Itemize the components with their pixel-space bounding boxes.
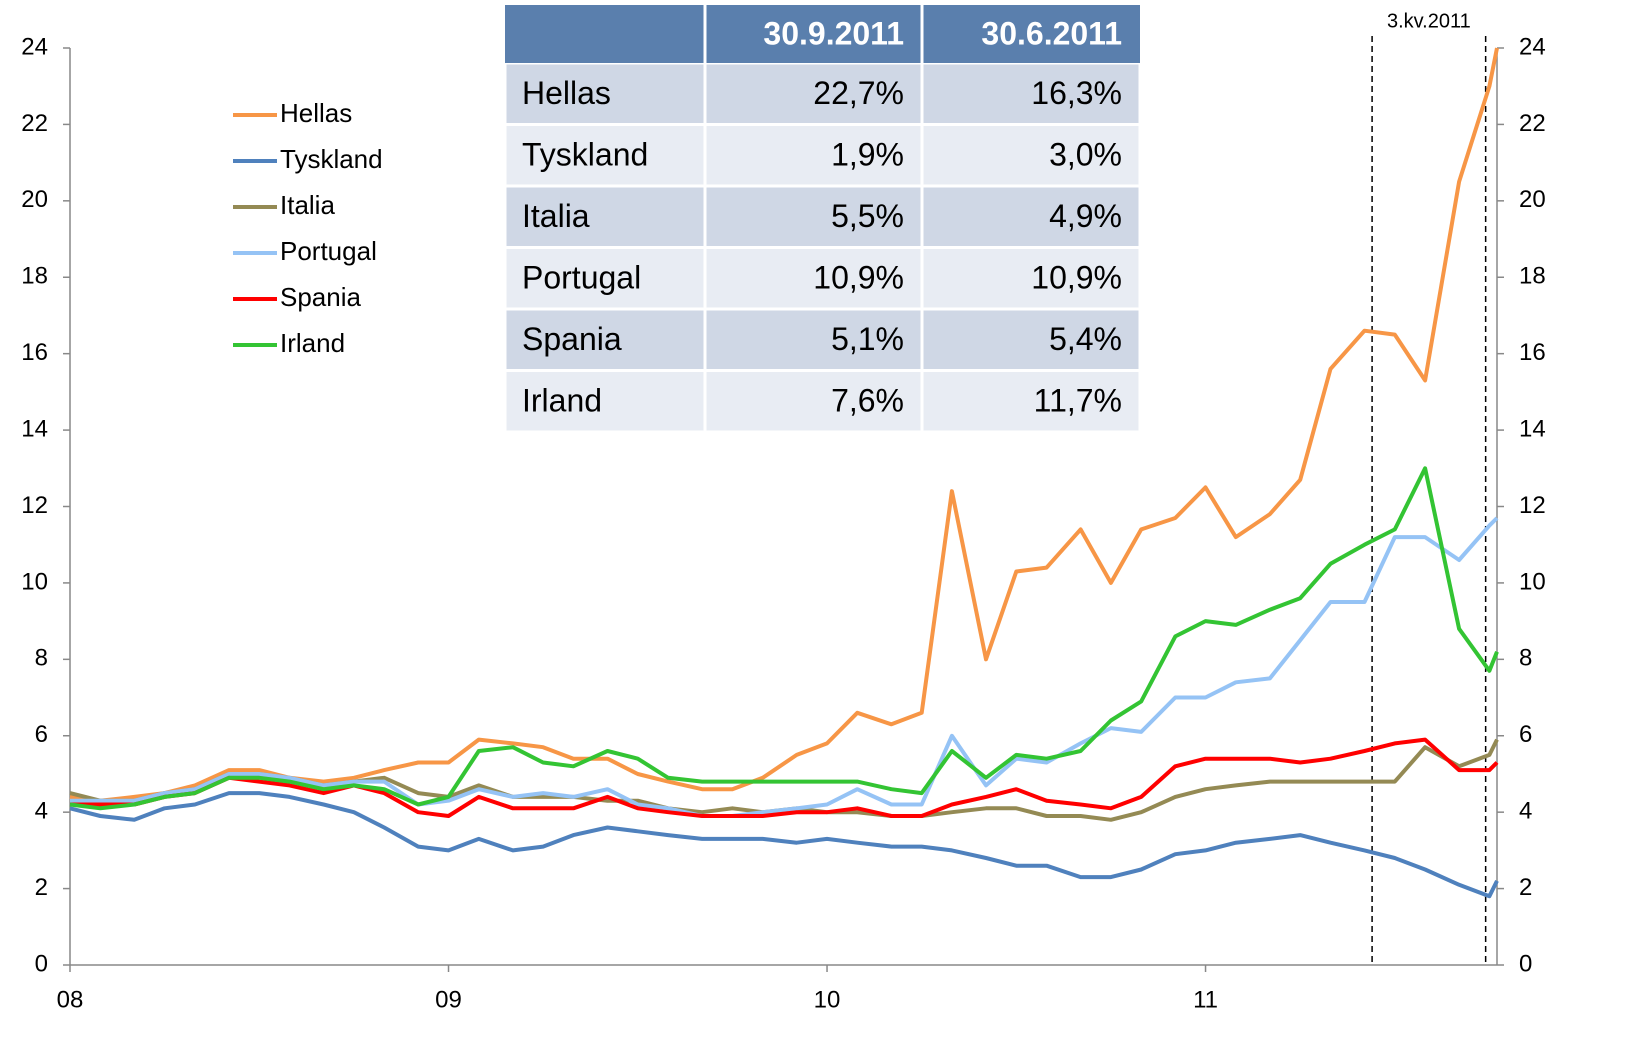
y2-tick-label: 16 xyxy=(1519,339,1546,366)
y2-tick-label: 14 xyxy=(1519,415,1546,442)
series-line xyxy=(70,737,1499,818)
y2-tick-label: 4 xyxy=(1519,798,1532,825)
y-tick-label: 10 xyxy=(21,568,48,595)
table-cell xyxy=(506,187,704,246)
legend-label: Tyskland xyxy=(280,144,383,174)
y-tick-label: 0 xyxy=(35,950,48,977)
table-value: 10,9% xyxy=(1031,260,1122,296)
legend-label: Portugal xyxy=(280,236,377,266)
table-cell xyxy=(706,64,921,123)
legend-label: Irland xyxy=(280,328,345,358)
table-row-label: Hellas xyxy=(522,75,611,111)
y2-tick-label: 12 xyxy=(1519,492,1546,519)
table-row-label: Tyskland xyxy=(522,137,648,173)
y-tick-label: 14 xyxy=(21,415,48,442)
y-tick-label: 4 xyxy=(35,798,48,825)
series-line xyxy=(70,516,1499,818)
y-tick-label: 18 xyxy=(21,263,48,290)
y2-tick-label: 18 xyxy=(1519,263,1546,290)
series-line xyxy=(69,466,1499,811)
table-cell xyxy=(706,249,921,308)
table-row-label: Irland xyxy=(522,383,602,419)
legend-label: Spania xyxy=(280,282,361,312)
series-line xyxy=(69,791,1499,899)
y-tick-label: 24 xyxy=(21,33,48,60)
table-cell xyxy=(506,249,704,308)
y2-tick-label: 6 xyxy=(1519,721,1532,748)
table-cell xyxy=(706,310,921,369)
x-tick-label: 11 xyxy=(1193,986,1218,1013)
y2-tick-label: 2 xyxy=(1519,874,1532,901)
table-value: 4,9% xyxy=(1049,198,1122,234)
x-tick-label: 08 xyxy=(57,986,84,1013)
table-value: 5,5% xyxy=(831,198,904,234)
table-value: 1,9% xyxy=(831,137,904,173)
y-tick-label: 6 xyxy=(35,721,48,748)
table-header: 30.6.2011 xyxy=(981,15,1122,51)
table-cell xyxy=(506,126,704,185)
table-cell xyxy=(706,126,921,185)
y-tick-label: 20 xyxy=(21,186,48,213)
table-row-label: Spania xyxy=(522,321,622,357)
table-row-label: Italia xyxy=(522,198,590,234)
x-tick-label: 09 xyxy=(435,986,462,1013)
table-value: 3,0% xyxy=(1049,137,1122,173)
y-tick-label: 16 xyxy=(21,339,48,366)
table-cell xyxy=(923,64,1139,123)
table-value: 11,7% xyxy=(1034,383,1122,419)
table-cell xyxy=(923,126,1139,185)
table-cell xyxy=(706,187,921,246)
y2-tick-label: 8 xyxy=(1519,645,1532,672)
table-value: 5,4% xyxy=(1049,321,1122,357)
legend-label: Hellas xyxy=(280,98,352,128)
table-value: 7,6% xyxy=(831,383,904,419)
table-header-bg xyxy=(505,5,1140,63)
table-header: 30.9.2011 xyxy=(763,15,904,51)
y2-tick-label: 0 xyxy=(1519,950,1532,977)
y2-tick-label: 24 xyxy=(1519,33,1546,60)
table-value: 5,1% xyxy=(831,321,904,357)
table-value: 22,7% xyxy=(813,75,904,111)
table-cell xyxy=(923,372,1139,431)
y2-tick-label: 20 xyxy=(1519,186,1546,213)
table-cell xyxy=(506,64,704,123)
table-cell xyxy=(923,187,1139,246)
table-cell xyxy=(506,372,704,431)
legend-label: Italia xyxy=(280,190,335,220)
y-tick-label: 2 xyxy=(35,874,48,901)
x-tick-label: 10 xyxy=(814,986,841,1013)
table-value: 16,3% xyxy=(1031,75,1122,111)
table-cell xyxy=(923,310,1139,369)
series-line xyxy=(69,47,1499,803)
y2-tick-label: 22 xyxy=(1519,110,1546,137)
y2-tick-label: 10 xyxy=(1519,568,1546,595)
table-row-label: Portugal xyxy=(522,260,641,296)
y-tick-label: 12 xyxy=(21,492,48,519)
table-cell xyxy=(706,372,921,431)
table-cell xyxy=(923,249,1139,308)
annotation: 3.kv.2011 xyxy=(1387,10,1471,32)
y-tick-label: 22 xyxy=(21,110,48,137)
table-cell xyxy=(506,310,704,369)
y-tick-label: 8 xyxy=(35,645,48,672)
table-value: 10,9% xyxy=(813,260,904,296)
